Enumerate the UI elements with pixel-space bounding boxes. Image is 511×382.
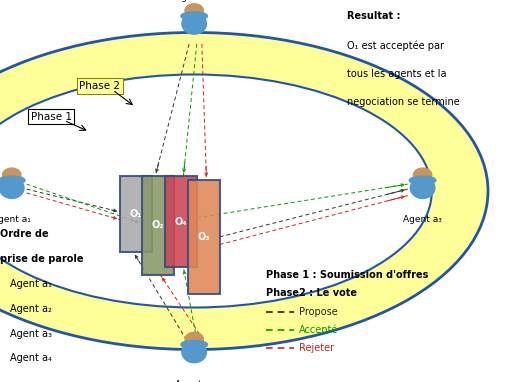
Text: O₁ est acceptée par: O₁ est acceptée par (347, 40, 445, 50)
Text: Phase 2: Phase 2 (79, 81, 120, 91)
Text: Agent a₁: Agent a₁ (10, 279, 52, 289)
Ellipse shape (0, 177, 24, 198)
Text: O₄: O₄ (175, 217, 187, 227)
Text: Agent a₃: Agent a₃ (10, 329, 52, 338)
Ellipse shape (182, 13, 206, 34)
Text: Ordre de: Ordre de (0, 229, 49, 239)
Ellipse shape (0, 176, 25, 185)
Ellipse shape (409, 176, 436, 185)
Text: Agent a₂: Agent a₂ (10, 304, 52, 314)
Text: tous les agents et la: tous les agents et la (347, 69, 447, 79)
Bar (120, 176, 152, 252)
Text: Resultat :: Resultat : (347, 11, 401, 21)
Text: O₃: O₃ (198, 232, 210, 242)
Text: O₂: O₂ (152, 220, 164, 230)
Text: negociation se termine: negociation se termine (347, 97, 460, 107)
Text: Phase2 : Le vote: Phase2 : Le vote (266, 288, 357, 298)
Text: O₁: O₁ (130, 209, 142, 219)
Circle shape (185, 4, 203, 18)
Text: Rejeter: Rejeter (299, 343, 334, 353)
Text: Agent a₄: Agent a₄ (175, 380, 214, 382)
Text: Accepté: Accepté (299, 325, 338, 335)
Ellipse shape (410, 177, 435, 198)
Ellipse shape (0, 74, 432, 308)
Text: Propose: Propose (299, 307, 338, 317)
Ellipse shape (0, 32, 488, 350)
Text: Agent a₄: Agent a₄ (10, 353, 52, 363)
Text: Agent a₂: Agent a₂ (175, 0, 214, 2)
Ellipse shape (182, 342, 206, 363)
Circle shape (413, 168, 432, 182)
Circle shape (185, 332, 203, 346)
Ellipse shape (181, 340, 207, 349)
Bar (188, 180, 220, 294)
Ellipse shape (181, 12, 207, 20)
Text: Phase 1 : Soumission d'offres: Phase 1 : Soumission d'offres (266, 270, 428, 280)
Text: Agent a₃: Agent a₃ (403, 215, 442, 224)
Text: Agent a₁: Agent a₁ (0, 215, 31, 224)
Bar (142, 176, 174, 275)
Text: Phase 1: Phase 1 (31, 112, 72, 121)
Circle shape (3, 168, 21, 182)
Text: prise de parole: prise de parole (0, 254, 83, 264)
Bar (165, 176, 197, 267)
